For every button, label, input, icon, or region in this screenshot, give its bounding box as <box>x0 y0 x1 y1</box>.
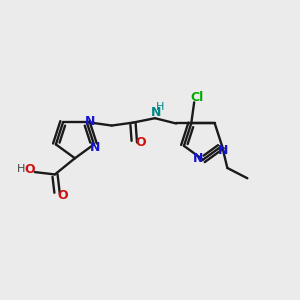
Text: N: N <box>218 144 228 157</box>
Text: O: O <box>58 189 68 203</box>
Text: N: N <box>85 115 95 128</box>
Text: H: H <box>156 102 164 112</box>
Text: O: O <box>135 136 146 149</box>
Text: O: O <box>24 163 35 176</box>
Text: H: H <box>16 164 25 174</box>
Text: N: N <box>193 152 203 165</box>
Text: N: N <box>151 106 161 119</box>
Text: Cl: Cl <box>190 91 204 104</box>
Text: N: N <box>90 141 100 154</box>
